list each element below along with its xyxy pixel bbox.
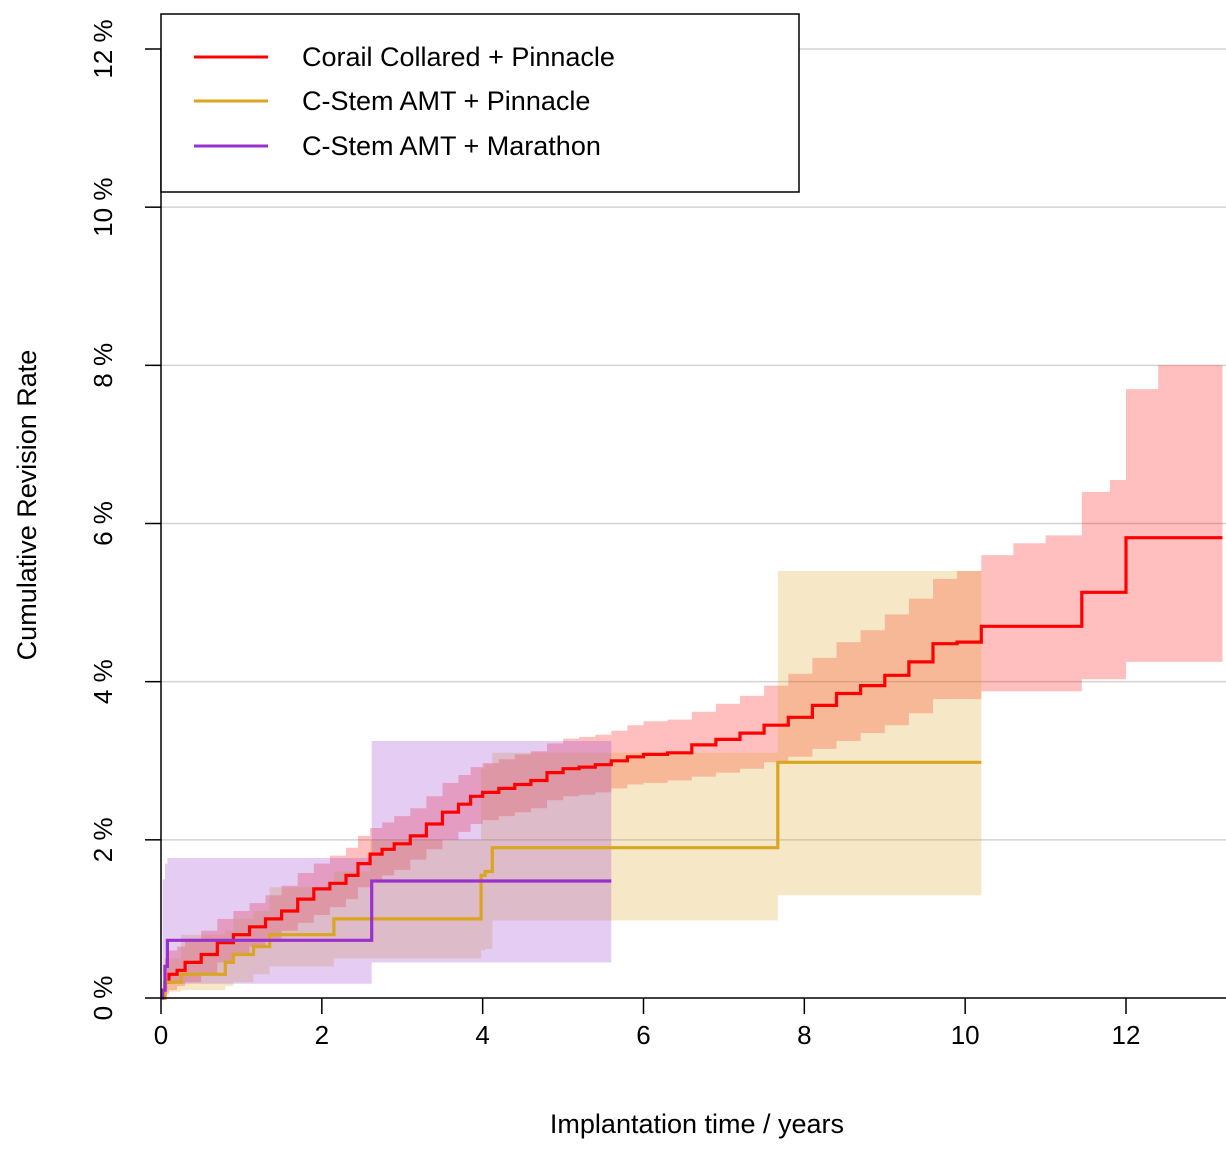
legend-label-corail: Corail Collared + Pinnacle bbox=[302, 42, 615, 72]
confidence-bands bbox=[161, 298, 1223, 998]
x-tick-label-10: 10 bbox=[951, 1020, 980, 1050]
y-tick-label-10: 10 % bbox=[88, 178, 118, 237]
x-tick-label-8: 8 bbox=[797, 1020, 811, 1050]
y-tick-label-0: 0 % bbox=[88, 976, 118, 1021]
y-tick-label-6: 6 % bbox=[88, 501, 118, 546]
y-tick-label-8: 8 % bbox=[88, 343, 118, 388]
x-axis-title: Implantation time / years bbox=[550, 1109, 844, 1139]
y-tick-label-4: 4 % bbox=[88, 659, 118, 704]
y-tick-label-2: 2 % bbox=[88, 817, 118, 862]
x-tick-label-2: 2 bbox=[315, 1020, 329, 1050]
y-tick-label-12: 12 % bbox=[88, 19, 118, 78]
x-tick-label-4: 4 bbox=[475, 1020, 489, 1050]
x-tick-label-0: 0 bbox=[154, 1020, 168, 1050]
x-tick-label-6: 6 bbox=[636, 1020, 650, 1050]
x-tick-label-12: 12 bbox=[1112, 1020, 1141, 1050]
legend-label-cstem-pinnacle: C-Stem AMT + Pinnacle bbox=[302, 86, 590, 116]
legend: Corail Collared + Pinnacle C-Stem AMT + … bbox=[161, 14, 799, 192]
legend-label-cstem-marathon: C-Stem AMT + Marathon bbox=[302, 131, 601, 161]
y-axis-title: Cumulative Revision Rate bbox=[12, 350, 42, 661]
